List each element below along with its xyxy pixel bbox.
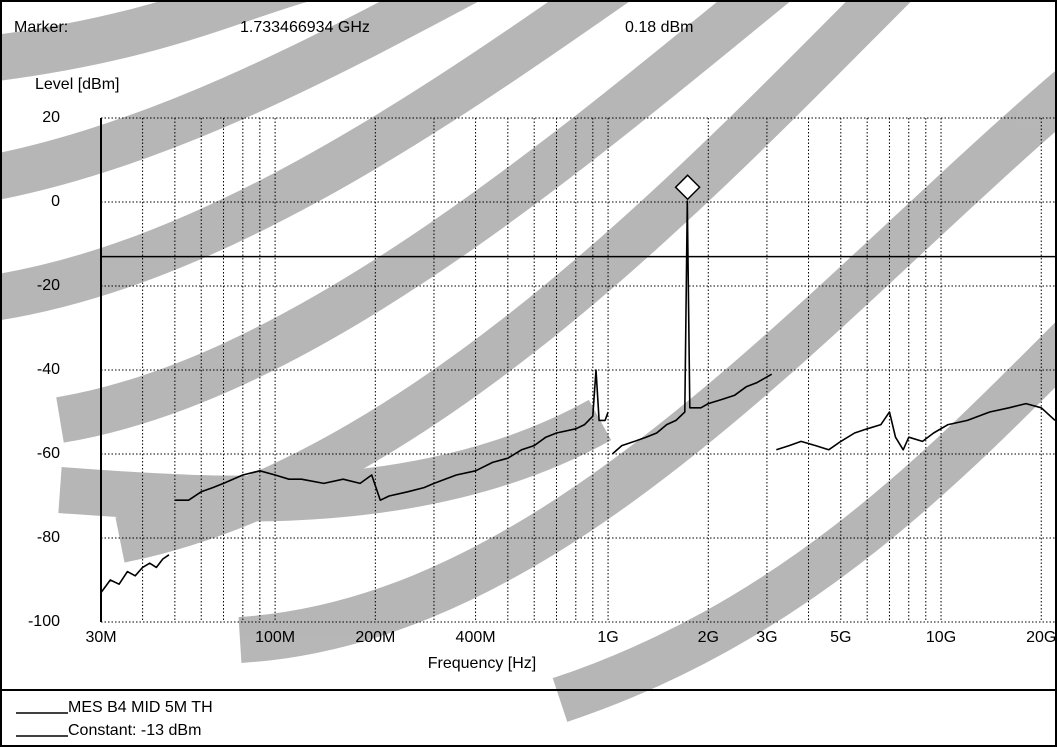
marker-label: Marker: [14, 19, 68, 36]
x-tick-label: 1G [597, 629, 618, 646]
x-tick-label: 10G [926, 629, 956, 646]
y-tick-label: -40 [37, 361, 60, 378]
legend-entry: MES B4 MID 5M TH [68, 699, 213, 716]
x-tick-label: 2G [698, 629, 719, 646]
x-tick-label: 100M [255, 629, 295, 646]
legend-entry: Constant: -13 dBm [68, 722, 201, 739]
x-tick-label: 5G [830, 629, 851, 646]
y-tick-label: -20 [37, 277, 60, 294]
y-tick-label: -80 [37, 529, 60, 546]
watermark [0, 0, 1057, 722]
y-tick-label: 20 [42, 109, 60, 126]
marker-level: 0.18 dBm [625, 19, 693, 36]
marker-diamond [674, 174, 701, 201]
y-tick-label: 0 [51, 193, 60, 210]
x-tick-label: 200M [355, 629, 395, 646]
x-tick-label: 20G [1026, 629, 1056, 646]
y-axis-label: Level [dBm] [35, 76, 119, 93]
y-tick-label: -60 [37, 445, 60, 462]
marker-frequency: 1.733466934 GHz [240, 19, 370, 36]
x-tick-label: 30M [85, 629, 116, 646]
x-tick-label: 3G [756, 629, 777, 646]
trace [100, 200, 1056, 594]
x-tick-label: 400M [456, 629, 496, 646]
y-tick-label: -100 [28, 613, 60, 630]
x-axis-label: Frequency [Hz] [428, 655, 536, 672]
